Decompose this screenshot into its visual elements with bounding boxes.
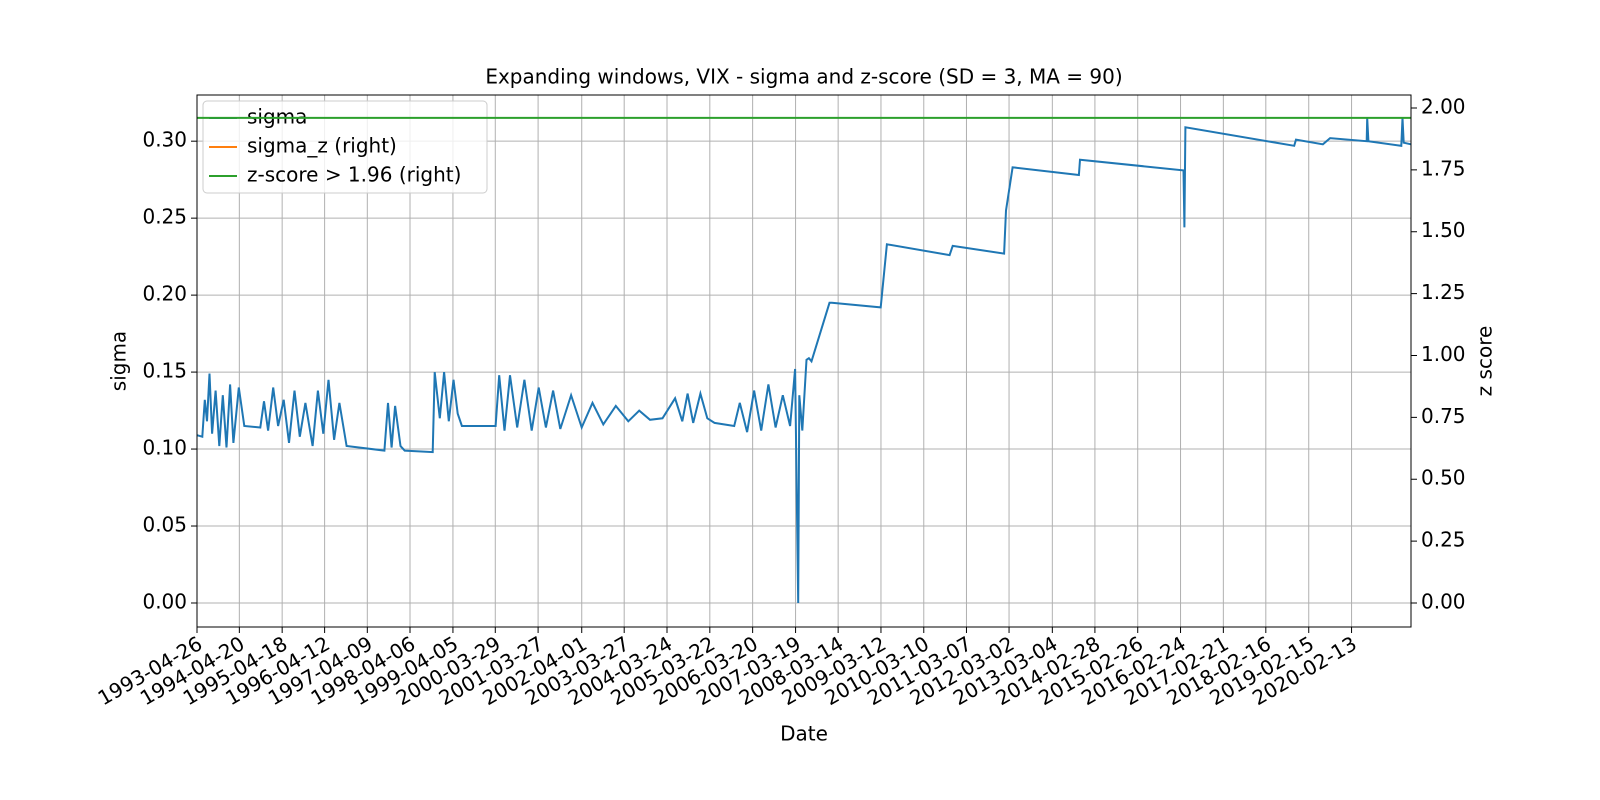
y-tick-label: 0.20: [142, 282, 187, 306]
legend-label: z-score > 1.96 (right): [247, 163, 461, 187]
y-tick-label: 0.30: [142, 128, 187, 152]
y-tick-label: 0.25: [142, 205, 187, 229]
y2-axis-label: z score: [1473, 326, 1497, 397]
plot-frame: [196, 94, 1412, 628]
y2-tick-label: 0.25: [1421, 528, 1466, 552]
y2-tick-label: 2.00: [1421, 94, 1466, 118]
legend-box: [202, 100, 488, 194]
y2-tick-label: 0.00: [1421, 589, 1466, 613]
y-tick-label: 0.15: [142, 359, 187, 383]
y2-tick-label: 1.75: [1421, 156, 1466, 180]
y2-tick-label: 0.50: [1421, 466, 1466, 490]
y2-tick-label: 1.00: [1421, 342, 1466, 366]
y-axis-label: sigma: [107, 331, 131, 391]
x-axis-label: Date: [780, 722, 828, 746]
y2-tick-label: 1.50: [1421, 218, 1466, 242]
y-tick-label: 0.00: [142, 589, 187, 613]
y-tick-label: 0.10: [142, 436, 187, 460]
series-line: [196, 118, 1412, 604]
chart-title: Expanding windows, VIX - sigma and z-sco…: [485, 65, 1122, 89]
legend-label: sigma_z (right): [247, 134, 397, 158]
y2-tick-label: 1.25: [1421, 280, 1466, 304]
y2-tick-label: 0.75: [1421, 404, 1466, 428]
y-tick-label: 0.05: [142, 513, 187, 537]
legend-label: sigma: [247, 105, 307, 129]
